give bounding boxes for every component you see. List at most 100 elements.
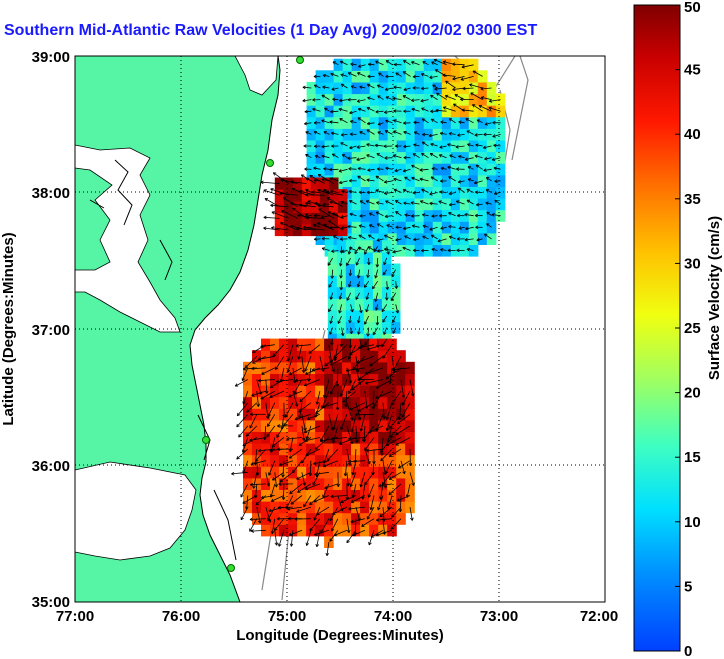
velocity-cell bbox=[324, 454, 334, 467]
velocity-arrow bbox=[260, 344, 275, 348]
velocity-arrowhead bbox=[268, 510, 272, 513]
velocity-arrowhead bbox=[484, 124, 489, 126]
velocity-arrowhead bbox=[413, 250, 416, 253]
velocity-arrow bbox=[317, 174, 334, 184]
velocity-arrow bbox=[485, 189, 492, 193]
velocity-arrowhead bbox=[448, 193, 452, 196]
velocity-arrowhead bbox=[258, 357, 261, 360]
velocity-arrow bbox=[448, 133, 456, 135]
velocity-arrowhead bbox=[419, 200, 423, 204]
velocity-arrow bbox=[492, 134, 501, 137]
velocity-arrowhead bbox=[292, 471, 296, 474]
velocity-cell bbox=[345, 298, 356, 311]
velocity-arrowhead bbox=[303, 429, 307, 433]
velocity-arrowhead bbox=[393, 86, 397, 90]
velocity-arrowhead bbox=[375, 111, 379, 114]
velocity-arrowhead bbox=[361, 309, 363, 314]
velocity-arrowhead bbox=[314, 145, 318, 148]
velocity-arrowhead bbox=[231, 471, 235, 475]
velocity-arrowhead bbox=[327, 211, 331, 215]
velocity-arrowhead bbox=[377, 507, 381, 511]
velocity-arrow bbox=[306, 530, 312, 546]
velocity-arrowhead bbox=[486, 223, 489, 227]
velocity-arrow bbox=[491, 157, 501, 161]
velocity-arrow bbox=[378, 483, 393, 487]
velocity-arrowhead bbox=[349, 273, 353, 277]
velocity-arrow bbox=[328, 220, 343, 231]
velocity-arrowhead bbox=[484, 158, 488, 161]
velocity-arrowhead bbox=[309, 527, 311, 531]
velocity-arrowhead bbox=[464, 157, 468, 160]
velocity-arrow bbox=[246, 495, 249, 510]
velocity-arrow bbox=[480, 87, 492, 90]
velocity-arrowhead bbox=[392, 369, 396, 372]
velocity-arrowhead bbox=[242, 500, 245, 504]
velocity-arrow bbox=[367, 84, 375, 89]
velocity-arrowhead bbox=[428, 135, 432, 138]
velocity-cell bbox=[351, 489, 361, 502]
velocity-arrowhead bbox=[317, 188, 321, 191]
velocity-arrow bbox=[449, 236, 456, 240]
velocity-arrowhead bbox=[277, 507, 281, 510]
velocity-cell bbox=[252, 512, 262, 525]
velocity-arrowhead bbox=[261, 371, 264, 375]
velocity-arrow bbox=[385, 167, 393, 170]
velocity-arrowhead bbox=[395, 442, 398, 446]
velocity-arrowhead bbox=[420, 100, 424, 103]
velocity-cell bbox=[324, 70, 335, 83]
velocity-arrowhead bbox=[356, 157, 360, 161]
velocity-arrow bbox=[355, 356, 359, 373]
velocity-arrowhead bbox=[287, 516, 291, 520]
velocity-arrowhead bbox=[352, 308, 354, 313]
velocity-arrow bbox=[326, 541, 330, 556]
velocity-arrowhead bbox=[466, 248, 470, 252]
velocity-arrowhead bbox=[331, 369, 335, 373]
velocity-cell bbox=[342, 373, 352, 386]
velocity-arrowhead bbox=[461, 109, 465, 112]
velocity-arrowhead bbox=[375, 176, 378, 179]
velocity-arrowhead bbox=[305, 193, 309, 196]
velocity-arrowhead bbox=[313, 74, 317, 77]
velocity-arrowhead bbox=[312, 99, 316, 102]
velocity-arrow bbox=[422, 235, 429, 240]
velocity-arrow bbox=[466, 248, 474, 251]
velocity-arrowhead bbox=[331, 153, 335, 157]
velocity-arrow bbox=[377, 95, 384, 100]
velocity-cell bbox=[337, 189, 348, 202]
velocity-arrowhead bbox=[376, 84, 380, 88]
velocity-arrowhead bbox=[488, 107, 492, 110]
velocity-cell bbox=[306, 361, 316, 374]
velocity-cell bbox=[324, 244, 335, 257]
velocity-arrow bbox=[368, 234, 375, 240]
velocity-arrowhead bbox=[465, 118, 468, 122]
velocity-arrowhead bbox=[333, 532, 337, 536]
velocity-arrow bbox=[356, 355, 375, 363]
velocity-arrowhead bbox=[412, 153, 415, 157]
velocity-arrowhead bbox=[371, 472, 374, 476]
velocity-arrowhead bbox=[314, 414, 316, 418]
velocity-arrowhead bbox=[357, 417, 361, 421]
velocity-arrowhead bbox=[334, 358, 338, 362]
velocity-arrowhead bbox=[403, 226, 406, 230]
velocity-arrow bbox=[269, 390, 285, 398]
velocity-arrowhead bbox=[431, 248, 435, 252]
velocity-arrowhead bbox=[347, 251, 350, 255]
velocity-arrowhead bbox=[303, 437, 306, 441]
velocity-arrowhead bbox=[305, 201, 309, 204]
velocity-arrowhead bbox=[404, 213, 408, 216]
velocity-arrow bbox=[430, 94, 438, 100]
velocity-arrowhead bbox=[466, 247, 471, 250]
velocity-arrowhead bbox=[456, 238, 460, 241]
velocity-arrowhead bbox=[275, 379, 279, 382]
velocity-arrowhead bbox=[306, 227, 310, 231]
velocity-arrowhead bbox=[372, 472, 375, 476]
velocity-arrow bbox=[304, 356, 312, 372]
velocity-arrowhead bbox=[246, 435, 250, 437]
velocity-arrow bbox=[328, 304, 333, 312]
velocity-arrow bbox=[321, 145, 330, 148]
velocity-arrowhead bbox=[339, 182, 343, 185]
velocity-arrowhead bbox=[237, 414, 241, 417]
velocity-arrowhead bbox=[403, 109, 407, 112]
velocity-arrowhead bbox=[383, 145, 387, 149]
velocity-arrowhead bbox=[380, 452, 383, 456]
